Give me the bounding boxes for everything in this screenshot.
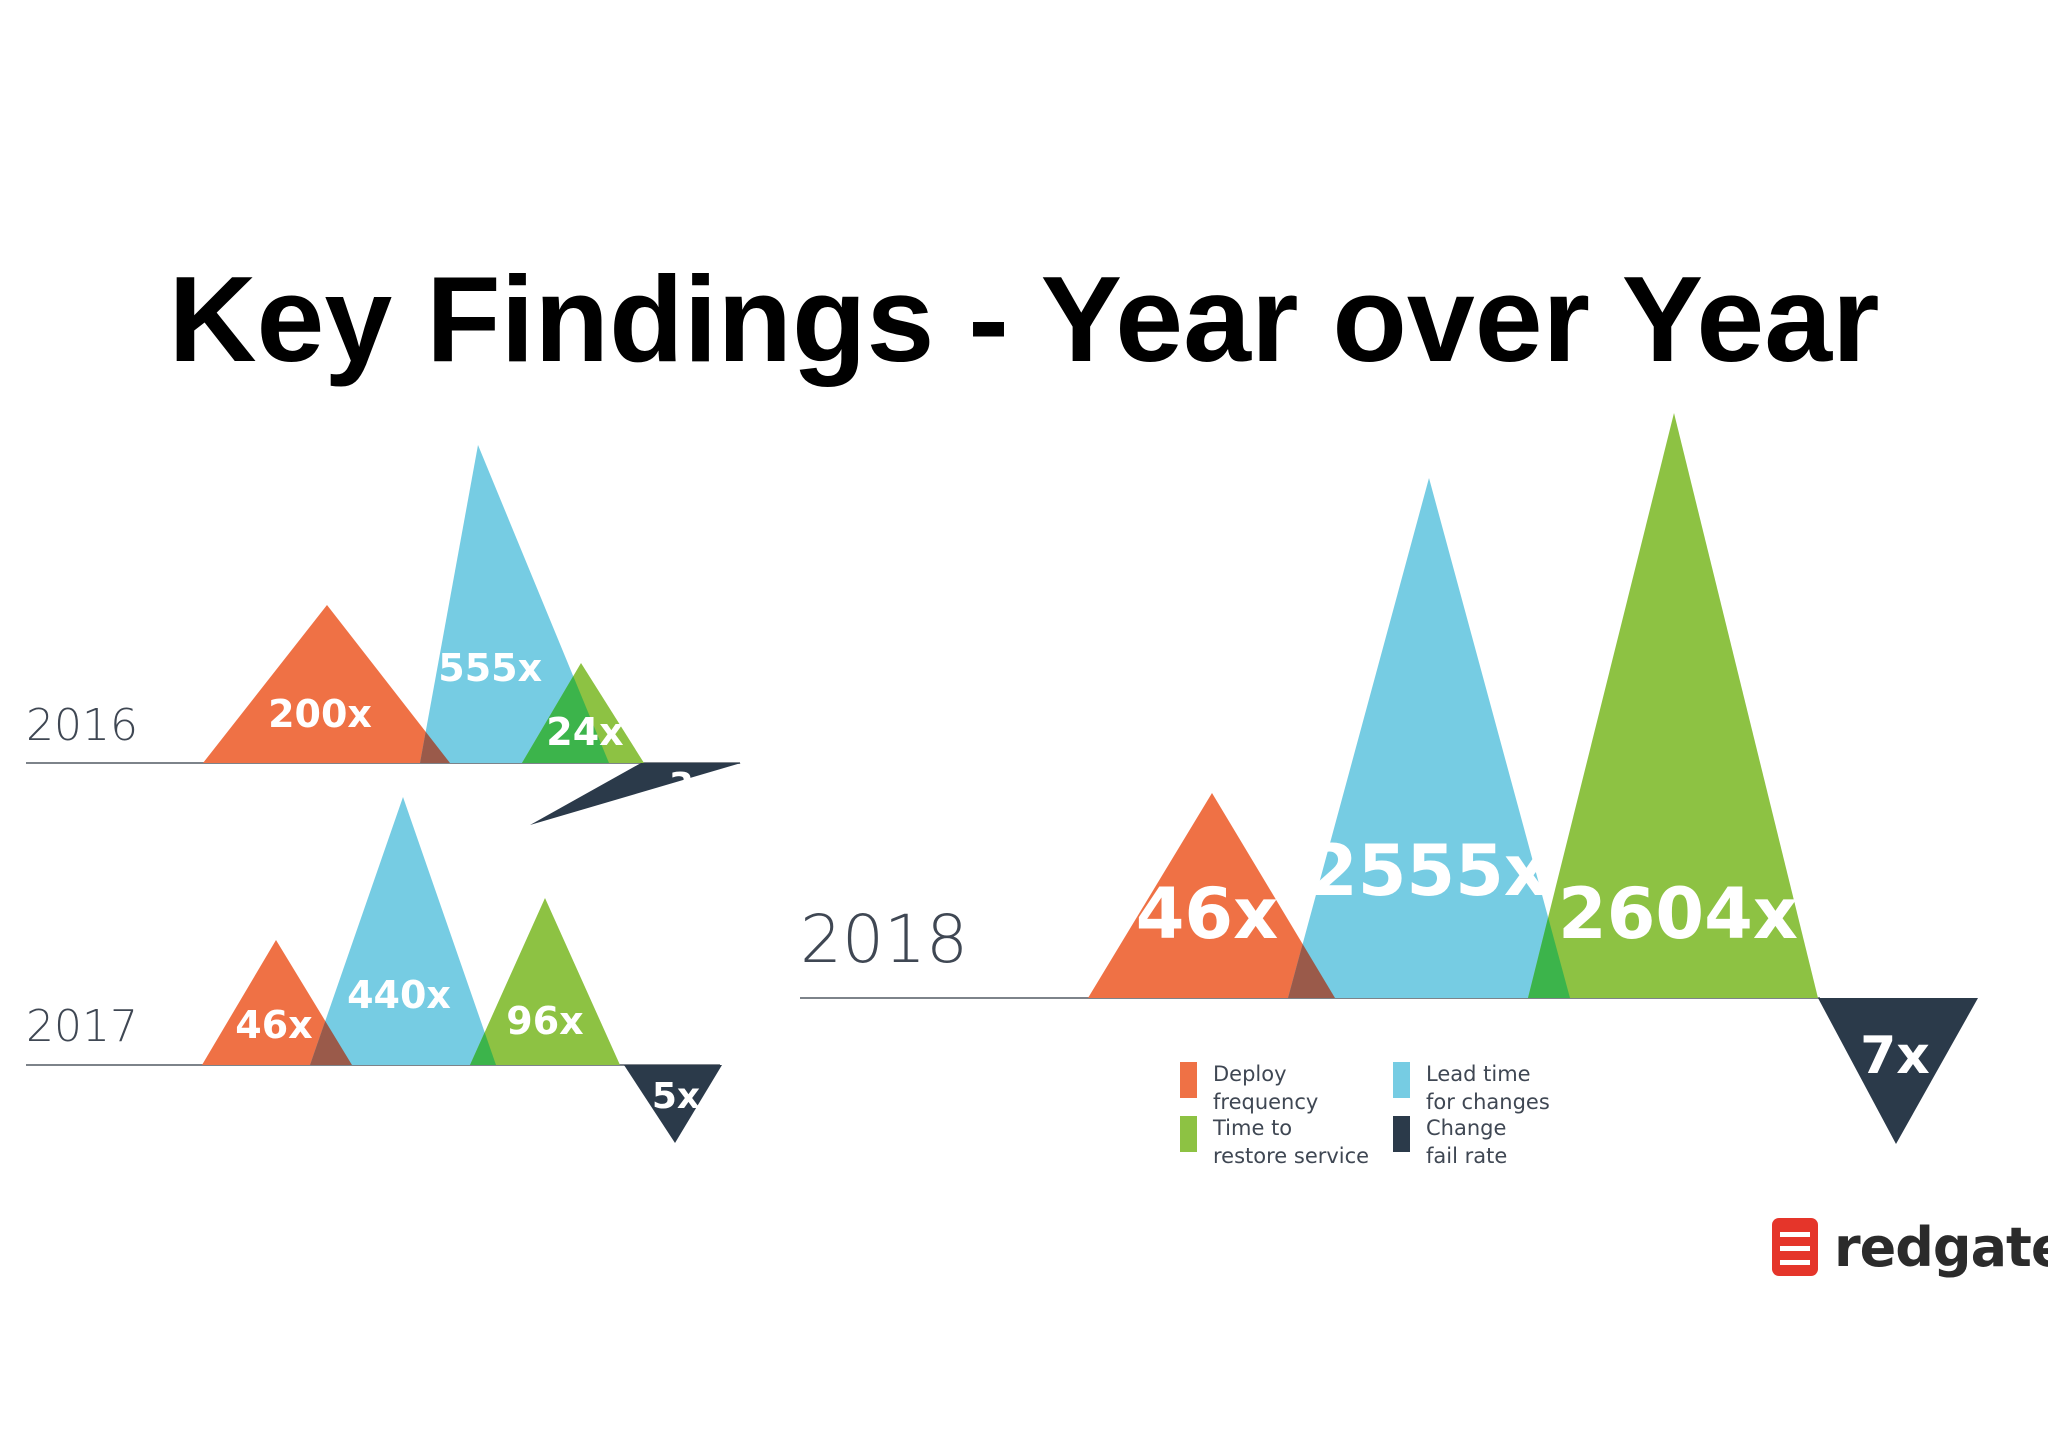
year-label-2016: 2016 (26, 700, 138, 751)
legend-label-change-fail-rate-1: Change (1426, 1116, 1506, 1140)
redgate-logo: redgate (1772, 1216, 2048, 1279)
legend-swatch-lead-time-for-changes (1393, 1062, 1410, 1098)
change-fail-rate-triangle-2018 (1818, 998, 1978, 1144)
change-fail-rate-triangle-2016 (530, 763, 741, 825)
deploy-frequency-label-2017: 46x (235, 1003, 312, 1047)
legend-label-lead-time-for-changes-1: Lead time (1426, 1062, 1531, 1086)
change-fail-rate-triangle-2017 (624, 1065, 722, 1143)
time-to-restore-triangle-2017 (470, 898, 620, 1065)
year-label-2017: 2017 (26, 1001, 138, 1052)
lead-time-triangle-2016 (420, 445, 609, 763)
deploy-frequency-triangle-2017 (202, 940, 352, 1065)
redgate-logo-stripe-2 (1780, 1246, 1810, 1251)
legend-label-lead-time-for-changes-2: for changes (1426, 1090, 1550, 1114)
overlap-shade-2017-1 (310, 1021, 352, 1065)
change-fail-rate-label-2016: 3x (669, 766, 717, 807)
redgate-logo-text: redgate (1834, 1216, 2048, 1279)
legend-label-deploy-frequency-2: frequency (1213, 1090, 1318, 1114)
redgate-logo-stripe-1 (1780, 1232, 1810, 1237)
overlap-shade-2018-1 (1288, 944, 1335, 998)
overlap-shade-2016-2 (522, 676, 609, 763)
legend-swatch-deploy-frequency (1180, 1062, 1197, 1098)
lead-time-for-changes-label-2016: 2555x (412, 646, 542, 690)
legend-label-change-fail-rate-2: fail rate (1426, 1144, 1507, 1168)
time-to-restore-service-label-2016: 24x (546, 710, 623, 754)
legend-label-time-to-restore-service-2: restore service (1213, 1144, 1369, 1168)
lead-time-triangle-2018 (1288, 478, 1570, 998)
time-to-restore-service-label-2017: 96x (506, 999, 583, 1043)
deploy-frequency-label-2018: 46x (1136, 873, 1279, 955)
legend-swatch-change-fail-rate (1393, 1116, 1410, 1152)
year-label-2018: 2018 (800, 901, 968, 978)
deploy-frequency-label-2016: 200x (268, 692, 372, 736)
lead-time-for-changes-label-2018: 2555x (1309, 830, 1549, 912)
legend-swatch-time-to-restore-service (1180, 1116, 1197, 1152)
redgate-logo-stripe-3 (1780, 1260, 1810, 1265)
overlap-shade-2016-1 (420, 731, 450, 763)
legend-label-time-to-restore-service-1: Time to (1212, 1116, 1292, 1140)
change-fail-rate-label-2018: 7x (1860, 1026, 1930, 1086)
legend-label-deploy-frequency-1: Deploy (1213, 1062, 1287, 1086)
lead-time-triangle-2017 (310, 797, 496, 1065)
lead-time-for-changes-label-2017: 440x (347, 973, 451, 1017)
page-title: Key Findings - Year over Year (168, 251, 1880, 387)
time-to-restore-triangle-2018 (1528, 413, 1818, 998)
time-to-restore-service-label-2018: 2604x (1558, 873, 1798, 955)
deploy-frequency-triangle-2018 (1088, 793, 1335, 998)
deploy-frequency-triangle-2016 (203, 605, 450, 763)
overlap-shade-2017-2 (470, 1032, 496, 1065)
overlap-shade-2018-2 (1528, 917, 1570, 998)
change-fail-rate-label-2017: 5x (652, 1076, 700, 1117)
